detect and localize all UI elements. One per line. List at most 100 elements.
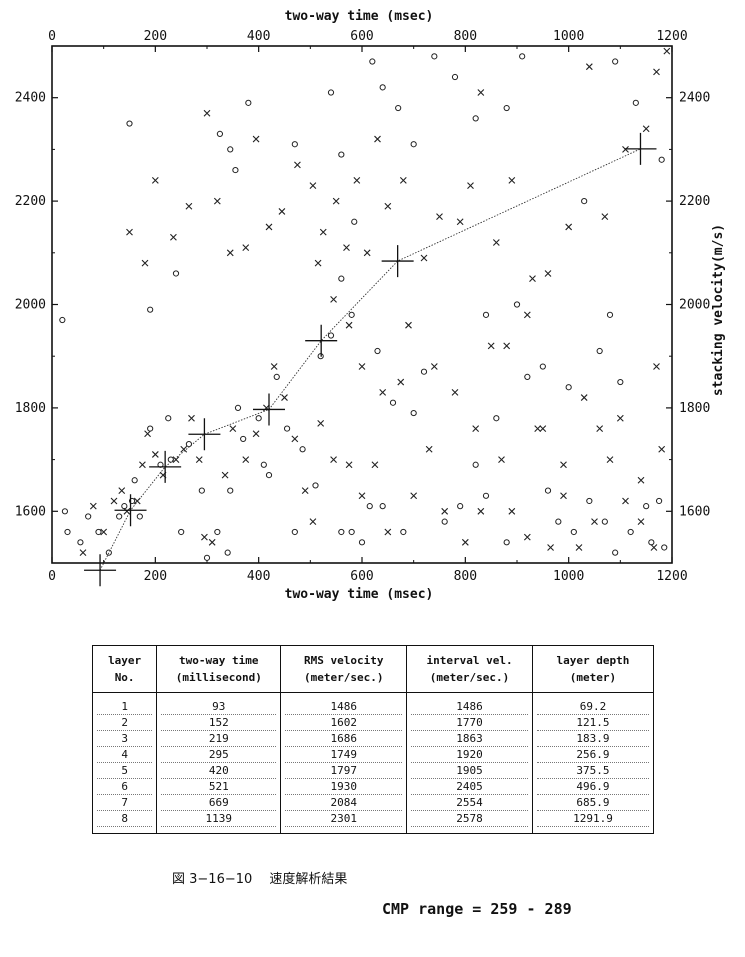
semblance-x-point: [363, 249, 371, 257]
semblance-circle-point: [260, 461, 267, 468]
semblance-circle-point: [227, 146, 234, 153]
x-axis-ticks-bottom: 0 200 400 600 800 1000 1200: [48, 557, 688, 584]
semblance-x-point: [560, 461, 567, 469]
semblance-circle-point: [379, 503, 386, 510]
semblance-circle-point: [198, 487, 205, 494]
y-axis-ticks-right: 1600 1800 2000 2200 2400: [666, 45, 710, 564]
semblance-circle-point: [519, 53, 526, 60]
semblance-circle-point: [291, 528, 298, 536]
y-tick-label-left: 1600: [15, 504, 46, 519]
semblance-circle-point: [185, 440, 193, 448]
semblance-circle-point: [493, 415, 500, 422]
semblance-x-point: [642, 125, 650, 133]
semblance-circle-point: [227, 487, 234, 494]
semblance-x-point: [242, 456, 250, 463]
semblance-circle-point: [312, 482, 319, 489]
semblance-circle-point: [59, 316, 66, 324]
semblance-x-point: [397, 378, 405, 386]
semblance-circle-point: [658, 156, 665, 163]
semblance-x-point: [384, 528, 392, 536]
table-cell: 2301: [285, 811, 403, 827]
semblance-x-point: [144, 430, 151, 438]
table-cell: 669: [161, 795, 277, 811]
semblance-circle-point: [451, 73, 459, 81]
semblance-circle-point: [366, 503, 373, 510]
semblance-x-point: [477, 89, 485, 96]
y-tick-label-right: 1800: [679, 401, 710, 416]
semblance-x-point: [508, 177, 516, 184]
semblance-x-point: [330, 456, 337, 463]
semblance-x-point: [345, 461, 353, 469]
semblance-circle-point: [457, 503, 464, 510]
x-tick-label-bottom: 0: [48, 569, 56, 584]
col-header-rms-velocity: RMS velocity (meter/sec.): [280, 645, 408, 693]
semblance-x-point: [314, 259, 322, 267]
semblance-circle-point: [64, 528, 71, 536]
semblance-circle-point: [410, 409, 417, 417]
semblance-x-point: [278, 208, 286, 215]
table-cell: 1602: [285, 715, 403, 731]
semblance-x-point: [201, 533, 208, 541]
semblance-x-point: [508, 507, 516, 515]
picked-velocity-point: [149, 450, 182, 483]
table-cell: 1930: [285, 779, 403, 795]
table-cell: 2578: [411, 811, 528, 827]
plot-marks: [59, 47, 671, 587]
table-cell: 3: [97, 731, 153, 747]
table-cell: 496.9: [536, 779, 649, 795]
semblance-circle-point: [128, 497, 136, 505]
layer-depth-column: 69.2 121.5 183.9 256.9 375.5 496.9 685.9 1291.9: [531, 692, 655, 834]
semblance-x-point: [487, 342, 495, 350]
semblance-circle-point: [348, 528, 355, 536]
semblance-circle-point: [655, 497, 663, 505]
y-axis-title-right: stacking velocity(m/s): [711, 224, 726, 396]
semblance-circle-point: [539, 363, 546, 370]
picked-velocity-line: [99, 148, 641, 571]
y-tick-label-right: 1600: [679, 504, 710, 519]
cmp-range: CMP range = 259 - 289: [382, 900, 572, 918]
semblance-x-point: [492, 239, 500, 246]
semblance-x-point: [601, 213, 609, 220]
y-axis-ticks-left: 1600 1800 2000 2200 2400: [15, 45, 58, 564]
semblance-x-point: [319, 228, 327, 236]
table-cell: 219: [161, 731, 277, 747]
table-cell: 93: [161, 699, 277, 715]
table-cell: 375.5: [536, 763, 649, 779]
semblance-circle-point: [95, 528, 102, 536]
col-header-layer-depth: layer depth (meter): [531, 645, 655, 693]
x-tick-label-top: 200: [144, 29, 167, 44]
col-header-two-way-time: two-way time (millisecond): [156, 645, 282, 693]
semblance-x-point: [221, 471, 229, 479]
semblance-x-point: [456, 218, 464, 226]
semblance-x-point: [170, 233, 177, 241]
semblance-x-point: [301, 487, 309, 495]
table-cell: 295: [161, 747, 277, 763]
picked-velocity-point: [84, 554, 117, 587]
semblance-x-point: [151, 177, 159, 184]
semblance-circle-point: [351, 218, 358, 225]
semblance-x-point: [358, 492, 366, 500]
semblance-circle-point: [503, 539, 510, 546]
semblance-circle-point: [565, 384, 572, 391]
picked-velocity-point: [114, 494, 147, 527]
semblance-x-point: [141, 259, 149, 267]
semblance-circle-point: [632, 99, 639, 106]
semblance-x-point: [461, 538, 469, 546]
semblance-x-point: [585, 63, 593, 71]
semblance-circle-point: [131, 477, 138, 484]
semblance-circle-point: [273, 373, 280, 380]
table-cell: 1486: [411, 699, 528, 715]
table-cell: 183.9: [536, 731, 649, 747]
semblance-x-point: [110, 497, 118, 505]
semblance-circle-point: [165, 415, 172, 422]
semblance-circle-point: [369, 58, 376, 65]
semblance-x-point: [330, 295, 337, 303]
table-header-row: layer No. two-way time (millisecond) RMS…: [91, 645, 655, 693]
table-cell: 1: [97, 699, 153, 715]
semblance-x-point: [637, 518, 645, 526]
semblance-x-point: [622, 497, 629, 505]
semblance-x-point: [529, 275, 536, 283]
semblance-circle-point: [299, 446, 306, 453]
semblance-circle-point: [586, 497, 593, 505]
